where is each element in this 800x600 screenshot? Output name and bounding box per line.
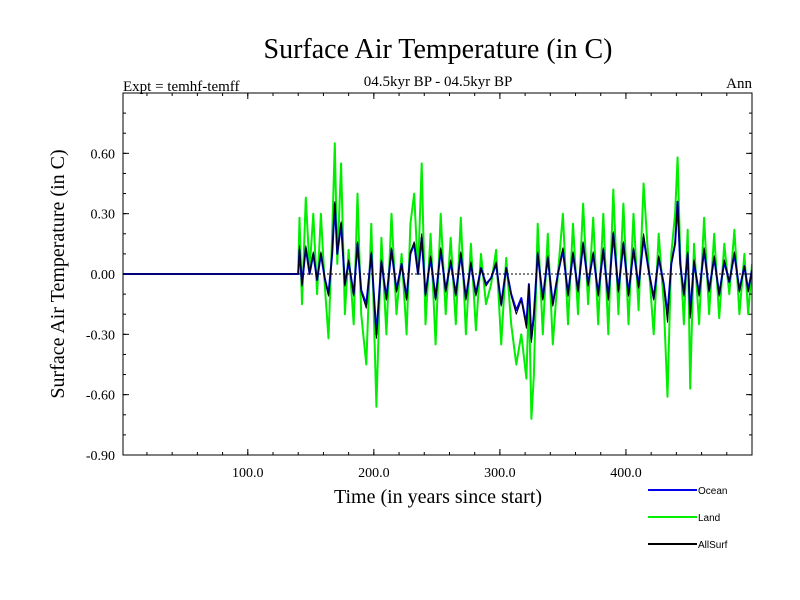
x-tick-label: 300.0 <box>484 466 516 481</box>
y-tick-label: -0.90 <box>86 449 115 464</box>
chart-subtitle: 04.5kyr BP - 04.5kyr BP <box>364 74 513 90</box>
series-layer <box>123 142 752 420</box>
y-axis-label: Surface Air Temperature (in C) <box>47 149 69 398</box>
series-line-allsurf <box>123 201 752 343</box>
y-tick-label: 0.60 <box>91 147 116 162</box>
chart-title: Surface Air Temperature (in C) <box>264 34 613 65</box>
x-axis: 100.0 200.0 300.0 400.0 <box>146 93 728 481</box>
x-tick-label: 200.0 <box>358 466 390 481</box>
series-line-land <box>123 142 752 420</box>
legend-label-ocean: Ocean <box>698 486 727 497</box>
y-tick-label: -0.30 <box>86 328 115 343</box>
x-tick-label: 100.0 <box>232 466 264 481</box>
y-tick-label: 0.00 <box>91 268 116 283</box>
legend: Ocean Land AllSurf <box>648 486 728 551</box>
y-tick-label: -0.60 <box>86 389 115 404</box>
experiment-label: Expt = temhf-temff <box>123 79 239 95</box>
x-tick-label: 400.0 <box>610 466 642 481</box>
x-axis-label: Time (in years since start) <box>334 486 542 508</box>
legend-label-land: Land <box>698 513 720 524</box>
y-axis: -0.90 -0.60 -0.30 0.00 0.30 0.60 <box>86 92 752 464</box>
legend-label-allsurf: AllSurf <box>698 540 728 551</box>
y-tick-label: 0.30 <box>91 208 116 223</box>
season-label: Ann <box>726 76 752 92</box>
